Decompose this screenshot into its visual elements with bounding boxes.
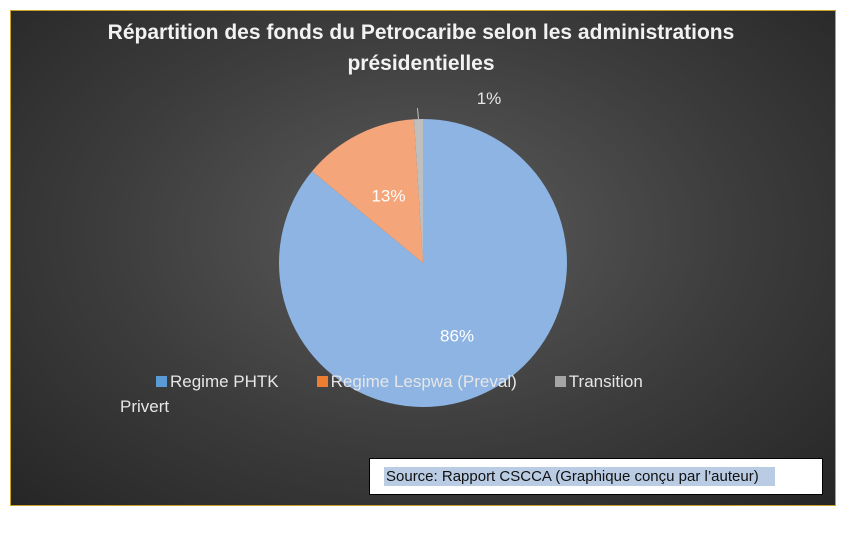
leader-line-transition xyxy=(416,107,419,120)
source-text: Source: Rapport CSCCA (Graphique conçu p… xyxy=(384,467,775,486)
legend-label-lespwa: Regime Lespwa (Preval) xyxy=(330,372,517,391)
legend-swatch-transition xyxy=(554,376,566,387)
chart-legend: Regime PHTK Regime Lespwa (Preval) Transit… xyxy=(120,369,756,419)
source-box: Source: Rapport CSCCA (Graphique conçu p… xyxy=(369,458,823,495)
legend-label-transition: Transition xyxy=(568,372,643,391)
legend-swatch-phtk xyxy=(156,376,167,387)
legend-label-privert: Privert xyxy=(120,397,170,416)
legend-item-lespwa: Regime Lespwa (Preval) xyxy=(316,372,517,391)
legend-label-phtk: Regime PHTK xyxy=(170,372,279,391)
chart-frame: Répartition des fonds du Petrocaribe sel… xyxy=(10,10,836,506)
legend-item-phtk: Regime PHTK xyxy=(156,372,279,391)
chart-title: Répartition des fonds du Petrocaribe sel… xyxy=(107,21,735,75)
legend-swatch-lespwa xyxy=(316,376,328,387)
legend-item-transition: Transition xyxy=(554,372,643,391)
data-label-lespwa: 13% xyxy=(371,186,405,205)
pie-slice-lespwa xyxy=(312,119,423,263)
data-label-transition: 1% xyxy=(477,89,502,108)
pie-slice-transition xyxy=(413,119,423,263)
data-label-phtk: 86% xyxy=(440,326,474,345)
pie-chart: 86% 13% 1% xyxy=(279,89,567,407)
